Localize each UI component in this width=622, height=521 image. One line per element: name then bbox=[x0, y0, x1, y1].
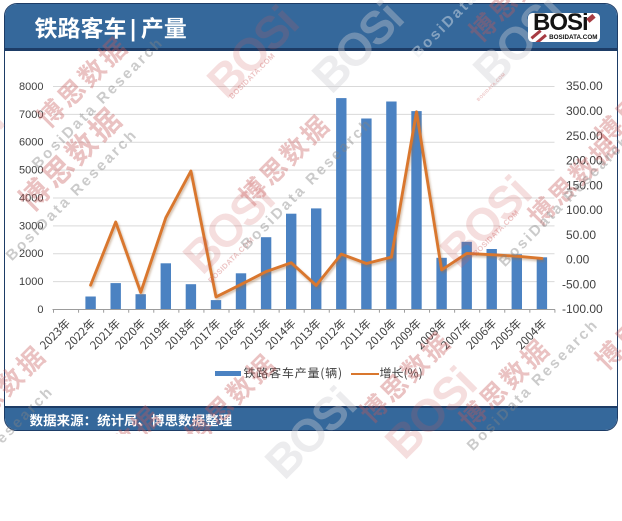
svg-text:1000: 1000 bbox=[19, 276, 43, 288]
svg-text:100.00: 100.00 bbox=[566, 203, 603, 217]
svg-text:3000: 3000 bbox=[19, 220, 43, 232]
svg-text:0: 0 bbox=[37, 304, 43, 316]
svg-text:8000: 8000 bbox=[19, 81, 43, 93]
svg-text:300.00: 300.00 bbox=[566, 104, 603, 118]
svg-text:-50.00: -50.00 bbox=[562, 277, 596, 291]
svg-text:0.00: 0.00 bbox=[566, 253, 590, 267]
svg-text:-100.00: -100.00 bbox=[562, 302, 603, 316]
svg-text:250.00: 250.00 bbox=[566, 129, 603, 143]
svg-text:50.00: 50.00 bbox=[566, 228, 596, 242]
svg-text:6000: 6000 bbox=[19, 137, 43, 149]
svg-text:5000: 5000 bbox=[19, 165, 43, 177]
svg-text:2000: 2000 bbox=[19, 248, 43, 260]
svg-text:350.00: 350.00 bbox=[566, 79, 603, 93]
